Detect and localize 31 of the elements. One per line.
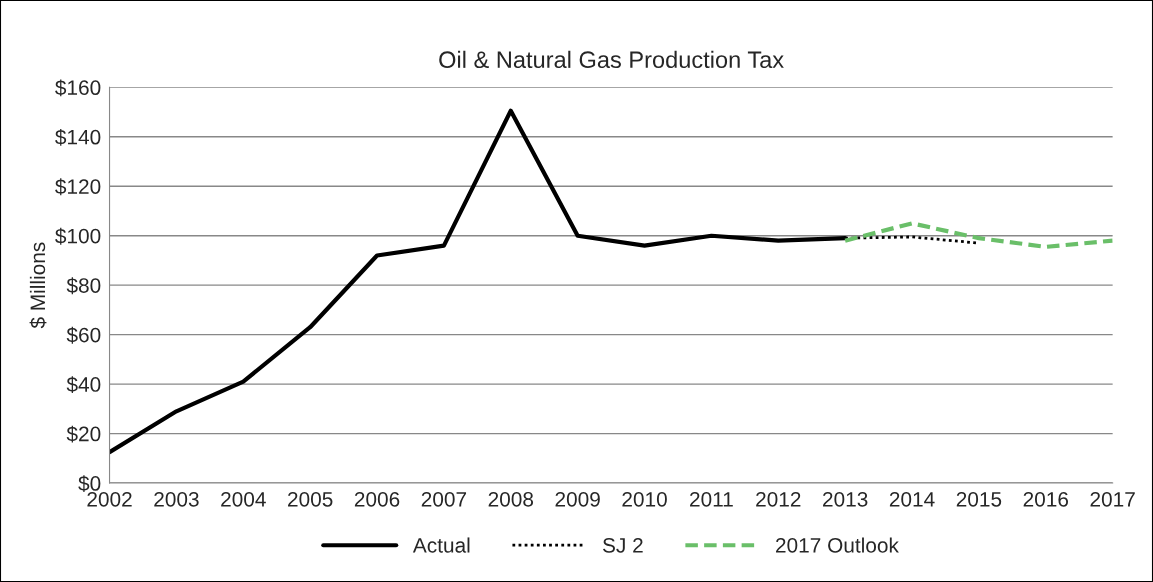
legend-label: Actual: [412, 537, 470, 553]
y-tick-label: $60: [66, 326, 101, 344]
chart-title: Oil & Natural Gas Production Tax: [439, 50, 784, 69]
y-tick-label: $80: [66, 277, 101, 295]
x-tick-label: 2011: [690, 491, 733, 507]
x-tick-label: 2015: [956, 491, 1002, 507]
y-tick-label: $20: [66, 425, 101, 443]
x-tick-label: 2014: [889, 491, 935, 507]
y-tick-label: $0: [78, 475, 101, 493]
y-tick-label: $160: [55, 79, 101, 97]
x-tick-label: 2005: [288, 491, 333, 507]
y-tick-label: $120: [55, 178, 101, 196]
y-axis-title: $ Millions: [29, 242, 47, 329]
x-tick-label: 2017: [1090, 491, 1135, 507]
x-tick-label: 2013: [823, 491, 868, 507]
x-tick-label: 2008: [488, 491, 534, 507]
line-series: [843, 221, 1113, 249]
x-tick-label: 2016: [1023, 491, 1069, 507]
x-tick-label: 2009: [555, 491, 600, 507]
x-tick-label: 2010: [622, 491, 667, 507]
y-tick-label: $40: [66, 376, 101, 394]
x-tick-label: 2002: [87, 491, 132, 507]
y-tick-label: $140: [55, 128, 101, 146]
y-tick-label: $100: [55, 227, 101, 245]
x-tick-label: 2003: [154, 491, 199, 507]
x-tick-label: 2012: [756, 491, 801, 507]
legend-label: 2017 Outlook: [776, 537, 899, 553]
x-tick-label: 2006: [354, 491, 400, 507]
legend-label: SJ 2: [602, 537, 643, 553]
x-tick-label: 2004: [221, 491, 266, 507]
x-tick-label: 2007: [421, 491, 467, 507]
